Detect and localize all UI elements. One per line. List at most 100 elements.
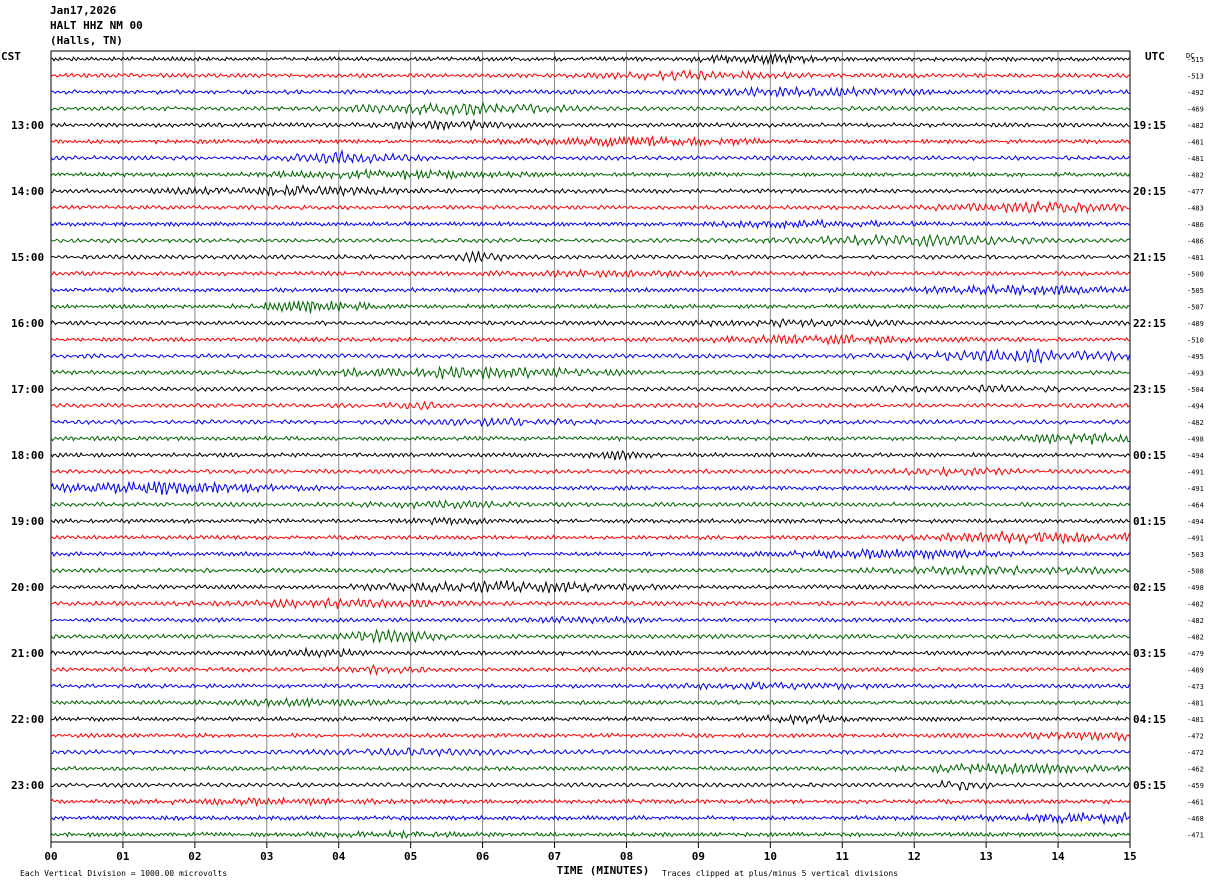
x-tick-label: 00 <box>44 850 57 863</box>
dc-offset-label: -482 <box>1187 122 1204 130</box>
header-location: (Halls, TN) <box>50 34 123 47</box>
trace-line <box>50 779 1130 791</box>
x-tick-label: 14 <box>1051 850 1065 863</box>
header-station: HALT HHZ NM 00 <box>50 19 143 32</box>
dc-offset-label: -486 <box>1187 238 1204 246</box>
trace-line <box>50 300 1130 314</box>
dc-offset-label: -482 <box>1187 601 1204 609</box>
trace-line <box>50 250 1130 264</box>
dc-offset-label: -494 <box>1187 518 1204 526</box>
trace-line <box>50 85 1130 98</box>
dc-offset-label: -468 <box>1187 815 1204 823</box>
dc-header-label: DC <box>1186 52 1194 60</box>
trace-line <box>50 811 1130 826</box>
x-tick-label: 05 <box>404 850 417 863</box>
left-hour-label: 17:00 <box>11 383 44 396</box>
x-axis-title: TIME (MINUTES) <box>557 864 650 877</box>
dc-offset-label: -473 <box>1187 683 1204 691</box>
header-date: Jan17,2026 <box>50 4 117 17</box>
right-hour-label: 22:15 <box>1133 317 1166 330</box>
clip-note: Traces clipped at plus/minus 5 vertical … <box>662 869 898 878</box>
dc-offset-label: -483 <box>1187 205 1204 213</box>
left-hour-label: 23:00 <box>11 779 44 792</box>
trace-line <box>50 597 1130 610</box>
x-tick-label: 09 <box>692 850 705 863</box>
x-tick-label: 03 <box>260 850 273 863</box>
right-hour-label: 00:15 <box>1133 449 1166 462</box>
dc-offset-label: -508 <box>1187 568 1204 576</box>
trace-line <box>50 449 1130 462</box>
dc-offset-label: -510 <box>1187 337 1204 345</box>
right-hour-label: 02:15 <box>1133 581 1166 594</box>
trace-line <box>50 530 1130 546</box>
trace-line <box>50 431 1130 446</box>
dc-offset-label: -515 <box>1187 56 1204 64</box>
trace-line <box>50 416 1130 427</box>
x-tick-label: 07 <box>548 850 561 863</box>
dc-offset-label: -491 <box>1187 485 1204 493</box>
trace-line <box>50 713 1130 726</box>
trace-line <box>50 516 1130 527</box>
dc-offset-label: -494 <box>1187 452 1204 460</box>
trace-line <box>50 465 1130 477</box>
dc-offset-label: -477 <box>1187 188 1204 196</box>
right-hour-label: 04:15 <box>1133 713 1166 726</box>
left-hour-label: 21:00 <box>11 647 44 660</box>
right-hour-label: 03:15 <box>1133 647 1166 660</box>
dc-offset-label: -491 <box>1187 469 1204 477</box>
dc-offset-label: -507 <box>1187 304 1204 312</box>
right-hour-label: 19:15 <box>1133 119 1166 132</box>
left-timezone-label: CST <box>1 50 21 63</box>
x-tick-label: 11 <box>836 850 850 863</box>
dc-offset-label: -482 <box>1187 634 1204 642</box>
x-tick-label: 12 <box>908 850 921 863</box>
trace-line <box>50 118 1130 132</box>
dc-offset-label: -489 <box>1187 667 1204 675</box>
dc-offset-label: -481 <box>1187 155 1204 163</box>
dc-offset-label: -504 <box>1187 386 1204 394</box>
trace-line <box>50 747 1130 758</box>
dc-offset-label: -493 <box>1187 370 1204 378</box>
plot-frame <box>50 50 1131 843</box>
x-tick-label: 08 <box>620 850 633 863</box>
left-hour-label: 13:00 <box>11 119 44 132</box>
right-hour-label: 23:15 <box>1133 383 1166 396</box>
trace-line <box>50 200 1130 215</box>
dc-offset-label: -498 <box>1187 584 1204 592</box>
trace-line <box>50 134 1130 148</box>
dc-offset-label: -482 <box>1187 172 1204 180</box>
x-tick-label: 13 <box>980 850 993 863</box>
x-tick-label: 10 <box>764 850 777 863</box>
dc-offset-label: -469 <box>1187 106 1204 114</box>
trace-line <box>50 796 1130 808</box>
dc-offset-label: -489 <box>1187 320 1204 328</box>
x-tick-label: 01 <box>116 850 130 863</box>
trace-line <box>50 580 1130 594</box>
left-hour-label: 14:00 <box>11 185 44 198</box>
trace-line <box>50 730 1130 743</box>
trace-line <box>50 564 1130 577</box>
left-hour-label: 20:00 <box>11 581 44 594</box>
trace-line <box>50 233 1130 248</box>
dc-offset-label: -500 <box>1187 271 1204 279</box>
left-hour-label: 15:00 <box>11 251 44 264</box>
right-timezone-label: UTC <box>1145 50 1165 63</box>
dc-offset-label: -472 <box>1187 749 1204 757</box>
dc-offset-label: -503 <box>1187 551 1204 559</box>
dc-offset-label: -481 <box>1187 716 1204 724</box>
x-tick-label: 02 <box>188 850 201 863</box>
trace-line <box>50 664 1130 677</box>
dc-offset-label: -492 <box>1187 89 1204 97</box>
trace-line <box>50 828 1130 840</box>
trace-line <box>50 762 1130 776</box>
trace-line <box>50 365 1130 380</box>
dc-offset-label: -486 <box>1187 221 1204 229</box>
trace-line <box>50 680 1130 691</box>
dc-offset-label: -505 <box>1187 287 1204 295</box>
left-hour-label: 18:00 <box>11 449 44 462</box>
trace-line <box>50 167 1130 181</box>
dc-offset-label: -461 <box>1187 799 1204 807</box>
dc-offset-label: -498 <box>1187 436 1204 444</box>
left-hour-label: 22:00 <box>11 713 44 726</box>
